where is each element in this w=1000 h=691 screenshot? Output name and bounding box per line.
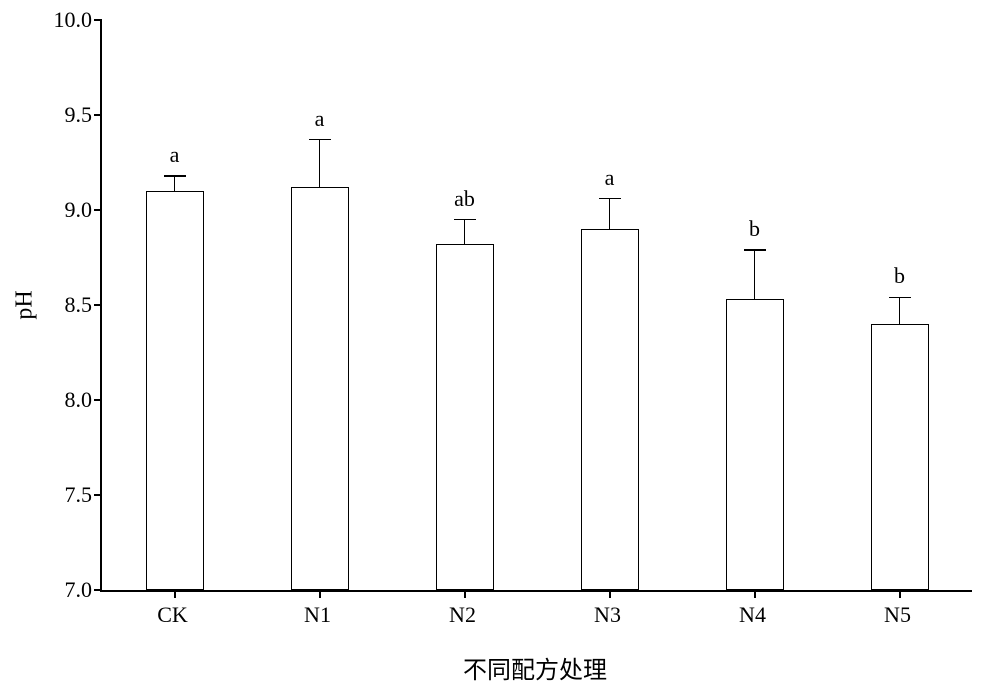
chart-container: pH 不同配方处理 aaababb 7.07.58.08.59.09.510.0…	[0, 0, 1000, 691]
y-tick	[94, 399, 102, 401]
y-tick	[94, 494, 102, 496]
y-tick-label: 10.0	[54, 7, 93, 33]
x-tick-label: N5	[884, 602, 911, 628]
x-tick-label: N2	[449, 602, 476, 628]
x-tick	[319, 590, 321, 598]
x-tick	[754, 590, 756, 598]
bar	[726, 299, 784, 590]
plot-area: aaababb	[100, 20, 972, 592]
x-tick-label: N1	[304, 602, 331, 628]
error-bar-stem	[464, 220, 466, 245]
error-bar-stem	[174, 176, 176, 191]
y-tick	[94, 114, 102, 116]
error-bar-cap	[744, 249, 766, 251]
x-tick	[899, 590, 901, 598]
bar	[291, 187, 349, 590]
x-tick-label: N3	[594, 602, 621, 628]
y-tick	[94, 589, 102, 591]
y-tick-label: 7.5	[65, 482, 93, 508]
y-axis-label: pH	[12, 290, 39, 319]
y-tick	[94, 304, 102, 306]
significance-label: a	[315, 106, 325, 132]
bar	[146, 191, 204, 590]
error-bar-cap	[309, 139, 331, 141]
bar	[871, 324, 929, 590]
error-bar-cap	[454, 219, 476, 221]
x-axis-label: 不同配方处理	[463, 650, 607, 685]
y-tick-label: 9.0	[65, 197, 93, 223]
error-bar-stem	[609, 199, 611, 229]
bar	[581, 229, 639, 590]
significance-label: b	[894, 263, 905, 289]
y-tick-label: 8.5	[65, 292, 93, 318]
x-tick-label: CK	[157, 602, 188, 628]
significance-label: a	[605, 165, 615, 191]
bar	[436, 244, 494, 590]
x-tick	[609, 590, 611, 598]
x-tick	[174, 590, 176, 598]
x-tick-label: N4	[739, 602, 766, 628]
y-tick-label: 8.0	[65, 387, 93, 413]
y-tick	[94, 209, 102, 211]
error-bar-stem	[899, 297, 901, 324]
error-bar-cap	[889, 297, 911, 299]
significance-label: ab	[454, 186, 475, 212]
error-bar-cap	[164, 175, 186, 177]
x-tick	[464, 590, 466, 598]
error-bar-stem	[754, 250, 756, 299]
y-tick-label: 9.5	[65, 102, 93, 128]
y-tick-label: 7.0	[65, 577, 93, 603]
error-bar-cap	[599, 198, 621, 200]
error-bar-stem	[319, 140, 321, 188]
significance-label: a	[170, 142, 180, 168]
y-tick	[94, 19, 102, 21]
significance-label: b	[749, 216, 760, 242]
